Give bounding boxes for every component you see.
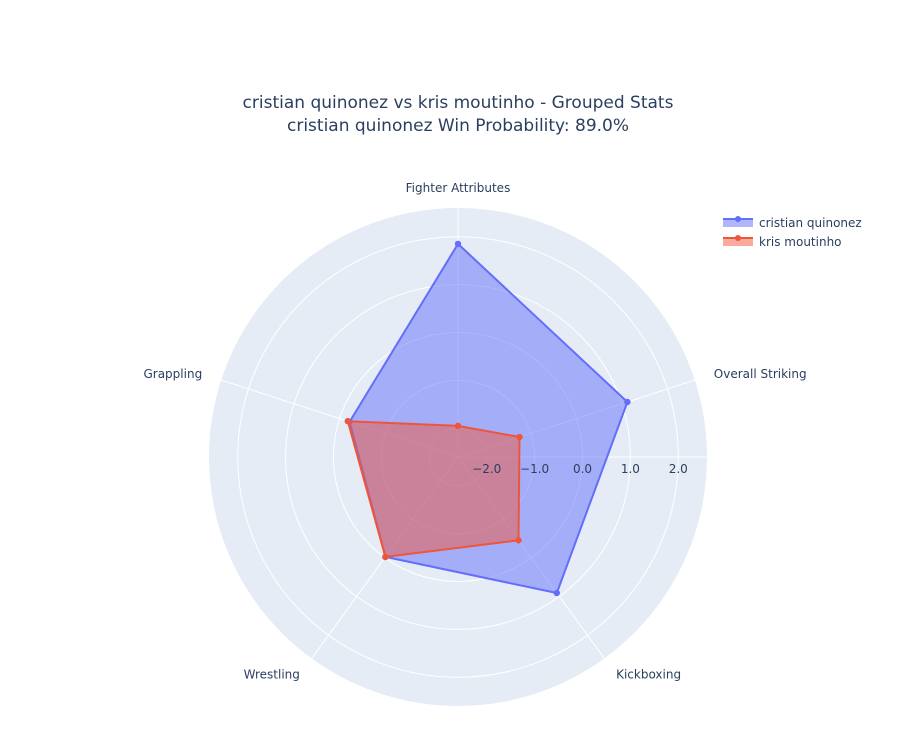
radial-tick-labels: −2.0 −1.0 0.0 1.0 2.0 (472, 462, 688, 476)
radial-tick-label-2: 0.0 (573, 462, 592, 476)
series-1-point-2 (515, 537, 522, 544)
legend-swatch-1 (723, 238, 753, 246)
series-0-point-1 (624, 398, 631, 406)
radial-tick-label-1: −1.0 (520, 462, 549, 476)
series-1 (344, 417, 523, 561)
legend-item-1: kris moutinho (723, 235, 842, 249)
legend-label-0: cristian quinonez (759, 216, 862, 230)
series-0-point-0 (454, 240, 462, 248)
series-0-point-2 (553, 589, 560, 597)
axis-label-1: Overall Striking (714, 367, 807, 381)
axis-label-0: Fighter Attributes (406, 181, 511, 195)
axis-label-3: Wrestling (244, 668, 300, 682)
radial-tick-label-3: 1.0 (621, 462, 640, 476)
series-1-point-3 (382, 553, 389, 561)
legend-item-0: cristian quinonez (723, 216, 862, 230)
chart-title-line-1: cristian quinonez vs kris moutinho - Gro… (243, 93, 674, 113)
legend-marker-1 (735, 235, 741, 241)
axis-label-4: Grappling (143, 367, 202, 381)
legend-marker-0 (735, 216, 741, 222)
radial-tick-label-4: 2.0 (669, 462, 688, 476)
legend: cristian quinonez kris moutinho (723, 216, 862, 249)
chart-title-line-2: cristian quinonez Win Probability: 89.0% (287, 116, 629, 136)
series-1-point-0 (454, 422, 462, 430)
radial-tick-label-0: −2.0 (472, 462, 501, 476)
angular-axis-labels: Fighter Attributes Overall Striking Kickbo… (143, 181, 806, 682)
series-1-point-4 (344, 417, 351, 425)
legend-swatch-0 (723, 219, 753, 227)
legend-label-1: kris moutinho (759, 235, 842, 249)
axis-label-2: Kickboxing (616, 668, 681, 682)
series-layer (344, 240, 631, 597)
series-1-point-1 (516, 433, 523, 441)
series-1-area (346, 420, 521, 558)
